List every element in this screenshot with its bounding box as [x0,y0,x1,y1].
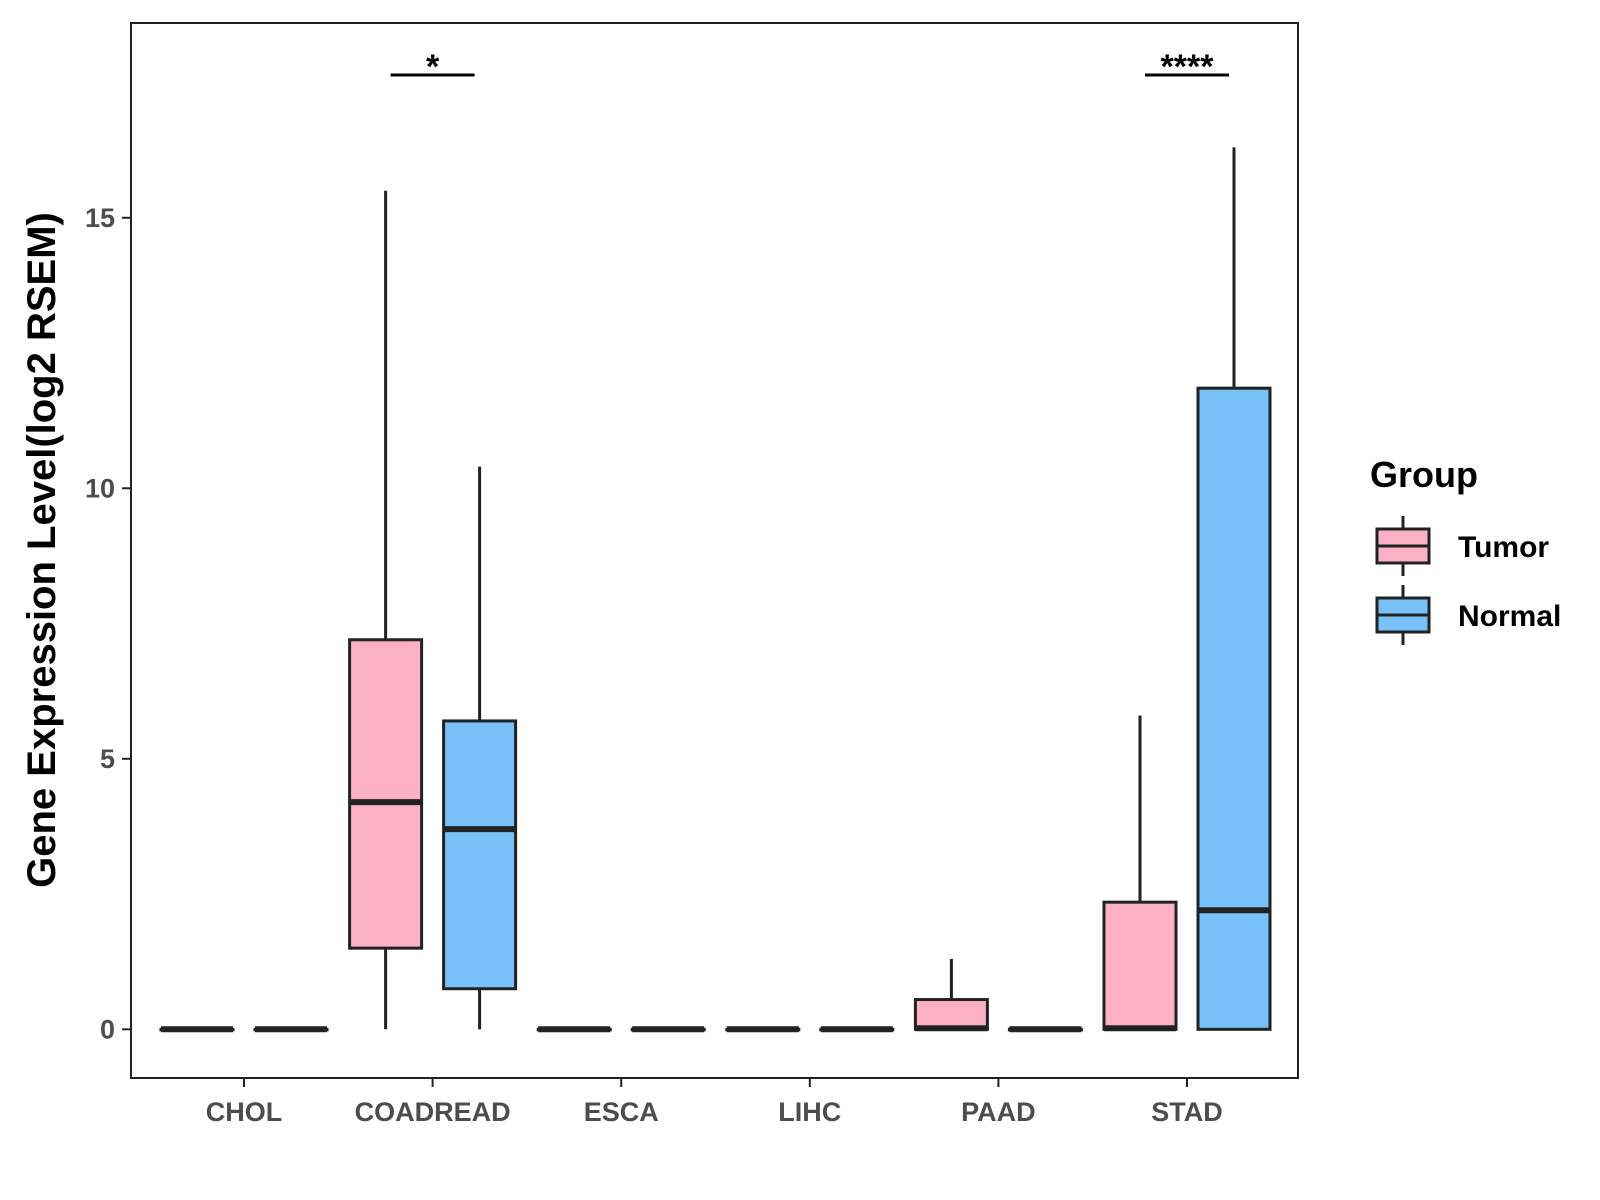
x-tick-label: CHOL [206,1097,283,1127]
box-plots [159,147,1272,1033]
legend-item-tumor: Tumor [1375,516,1549,576]
box-tumor-lihc [725,1026,801,1033]
box-normal-chol [253,1026,329,1033]
box-body [1196,386,1272,1031]
box-body [442,719,518,991]
significance-label: * [426,48,440,86]
y-tick-label: 0 [100,1014,115,1044]
box-tumor-esca [536,1026,612,1033]
legend: Group Tumor Normal [1370,454,1561,645]
x-tick-label: LIHC [778,1097,841,1127]
box-normal-lihc [819,1026,895,1033]
y-tick-label: 10 [85,473,115,503]
x-tick-label: ESCA [584,1097,659,1127]
legend-label: Normal [1458,600,1561,633]
x-axis: CHOL COADREAD ESCA LIHC PAAD STAD [206,1078,1223,1127]
legend-item-normal: Normal [1375,585,1561,645]
y-tick-label: 5 [100,744,115,774]
x-tick-label: STAD [1151,1097,1223,1127]
y-tick-label: 15 [85,203,115,233]
box-body [913,998,989,1031]
box-body [348,638,424,950]
box-tumor-coadread [348,190,424,1030]
box-normal-stad [1196,147,1272,1031]
box-normal-paad [1007,1026,1083,1033]
box-tumor-chol [159,1026,235,1033]
x-tick-label: PAAD [961,1097,1036,1127]
box-tumor-paad [913,958,989,1032]
box-normal-coadread [442,466,518,1030]
legend-label: Tumor [1458,531,1549,564]
y-axis-title: Gene Expression Level(log2 RSEM) [20,212,64,888]
x-tick-label: COADREAD [355,1097,511,1127]
box-body [1102,900,1178,1031]
significance-label: **** [1161,48,1215,86]
significance-annotations: * **** [390,48,1229,86]
legend-title: Group [1370,454,1478,495]
y-axis: 0 5 10 15 [85,203,131,1044]
box-normal-esca [630,1026,706,1033]
box-tumor-stad [1102,715,1178,1032]
